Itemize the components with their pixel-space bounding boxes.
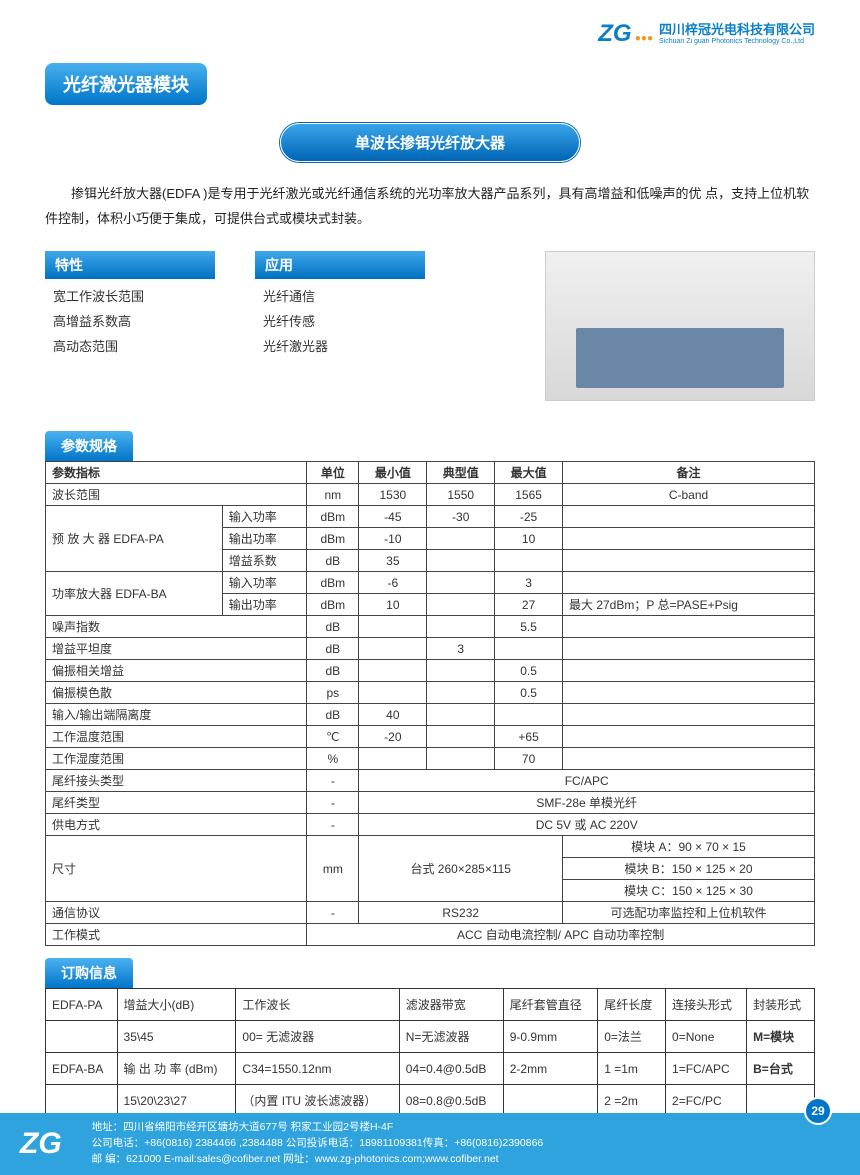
table-row: 输入/输出端隔离度dB40: [46, 704, 815, 726]
spec-section-header: 参数规格: [45, 431, 133, 461]
table-row: 工作湿度范围%70: [46, 748, 815, 770]
page-header: ZG ●●● 四川梓冠光电科技有限公司 Sichuan Zi guan Phot…: [45, 20, 815, 48]
table-row: 通信协议-RS232可选配功率监控和上位机软件: [46, 902, 815, 924]
table-row: 波长范围nm153015501565C-band: [46, 484, 815, 506]
table-row: 尾纤接头类型-FC/APC: [46, 770, 815, 792]
table-row: 尺寸mm台式 260×285×115模块 A：90 × 70 × 15: [46, 836, 815, 858]
module-title: 光纤激光器模块: [45, 63, 207, 105]
features-header: 特性: [45, 251, 215, 279]
table-row: EDFA-PA增益大小(dB)工作波长滤波器带宽尾纤套管直径尾纤长度连接头形式封…: [46, 989, 815, 1021]
logo-mark: ZG: [598, 20, 631, 47]
application-item: 光纤传感: [263, 310, 425, 335]
applications-header: 应用: [255, 251, 425, 279]
features-list: 宽工作波长范围 高增益系数高 高动态范围: [45, 279, 215, 359]
product-subtitle: 单波长掺铒光纤放大器: [280, 123, 580, 162]
th: 典型值: [427, 462, 495, 484]
th: 最小值: [359, 462, 427, 484]
product-image: [545, 251, 815, 401]
page-footer: 29 ZG 地址：四川省绵阳市经开区塘坊大道677号 积家工业园2号楼H-4F …: [0, 1113, 860, 1175]
order-table: EDFA-PA增益大小(dB)工作波长滤波器带宽尾纤套管直径尾纤长度连接头形式封…: [45, 988, 815, 1117]
footer-logo: ZG: [20, 1127, 62, 1161]
table-row: 增益平坦度dB3: [46, 638, 815, 660]
table-row: 预 放 大 器 EDFA-PA输入功率dBm-45-30-25: [46, 506, 815, 528]
page-number-badge: 29: [804, 1097, 832, 1125]
th: 备注: [563, 462, 815, 484]
footer-phone: 公司电话：+86(0816) 2384466 ,2384488 公司投诉电话：1…: [92, 1136, 544, 1152]
application-item: 光纤激光器: [263, 335, 425, 360]
applications-list: 光纤通信 光纤传感 光纤激光器: [255, 279, 425, 359]
logo-dots-icon: ●●●: [635, 33, 653, 44]
intro-paragraph: 掺铒光纤放大器(EDFA )是专用于光纤激光或光纤通信系统的光功率放大器产品系列…: [45, 182, 815, 231]
footer-address: 地址：四川省绵阳市经开区塘坊大道677号 积家工业园2号楼H-4F: [92, 1120, 544, 1136]
feature-item: 宽工作波长范围: [53, 285, 215, 310]
table-row: 工作温度范围℃-20+65: [46, 726, 815, 748]
company-name-cn: 四川梓冠光电科技有限公司: [659, 23, 815, 37]
order-section-header: 订购信息: [45, 958, 133, 988]
table-row: 噪声指数dB5.5: [46, 616, 815, 638]
spec-table: 参数指标 单位 最小值 典型值 最大值 备注 波长范围nm15301550156…: [45, 461, 815, 946]
company-name-en: Sichuan Zi guan Photonics Technology Co.…: [659, 38, 815, 45]
table-row: 供电方式-DC 5V 或 AC 220V: [46, 814, 815, 836]
footer-email: 邮 编：621000 E-mail:sales@cofiber.net 网址：w…: [92, 1152, 544, 1168]
table-row: 偏振相关增益dB0.5: [46, 660, 815, 682]
table-row: 35\4500= 无滤波器N=无滤波器9-0.9mm0=法兰0=NoneM=模块: [46, 1021, 815, 1053]
company-logo: ZG ●●● 四川梓冠光电科技有限公司 Sichuan Zi guan Phot…: [598, 20, 815, 48]
feature-item: 高动态范围: [53, 335, 215, 360]
table-row: EDFA-BA输 出 功 率 (dBm)C34=1550.12nm04=0.4@…: [46, 1053, 815, 1085]
table-row: 偏振模色散ps0.5: [46, 682, 815, 704]
table-row: 尾纤类型-SMF-28e 单模光纤: [46, 792, 815, 814]
feature-item: 高增益系数高: [53, 310, 215, 335]
table-header-row: 参数指标 单位 最小值 典型值 最大值 备注: [46, 462, 815, 484]
table-row: 工作模式ACC 自动电流控制/ APC 自动功率控制: [46, 924, 815, 946]
table-row: 功率放大器 EDFA-BA输入功率dBm-63: [46, 572, 815, 594]
th: 最大值: [495, 462, 563, 484]
th: 单位: [307, 462, 359, 484]
th: 参数指标: [46, 462, 307, 484]
application-item: 光纤通信: [263, 285, 425, 310]
